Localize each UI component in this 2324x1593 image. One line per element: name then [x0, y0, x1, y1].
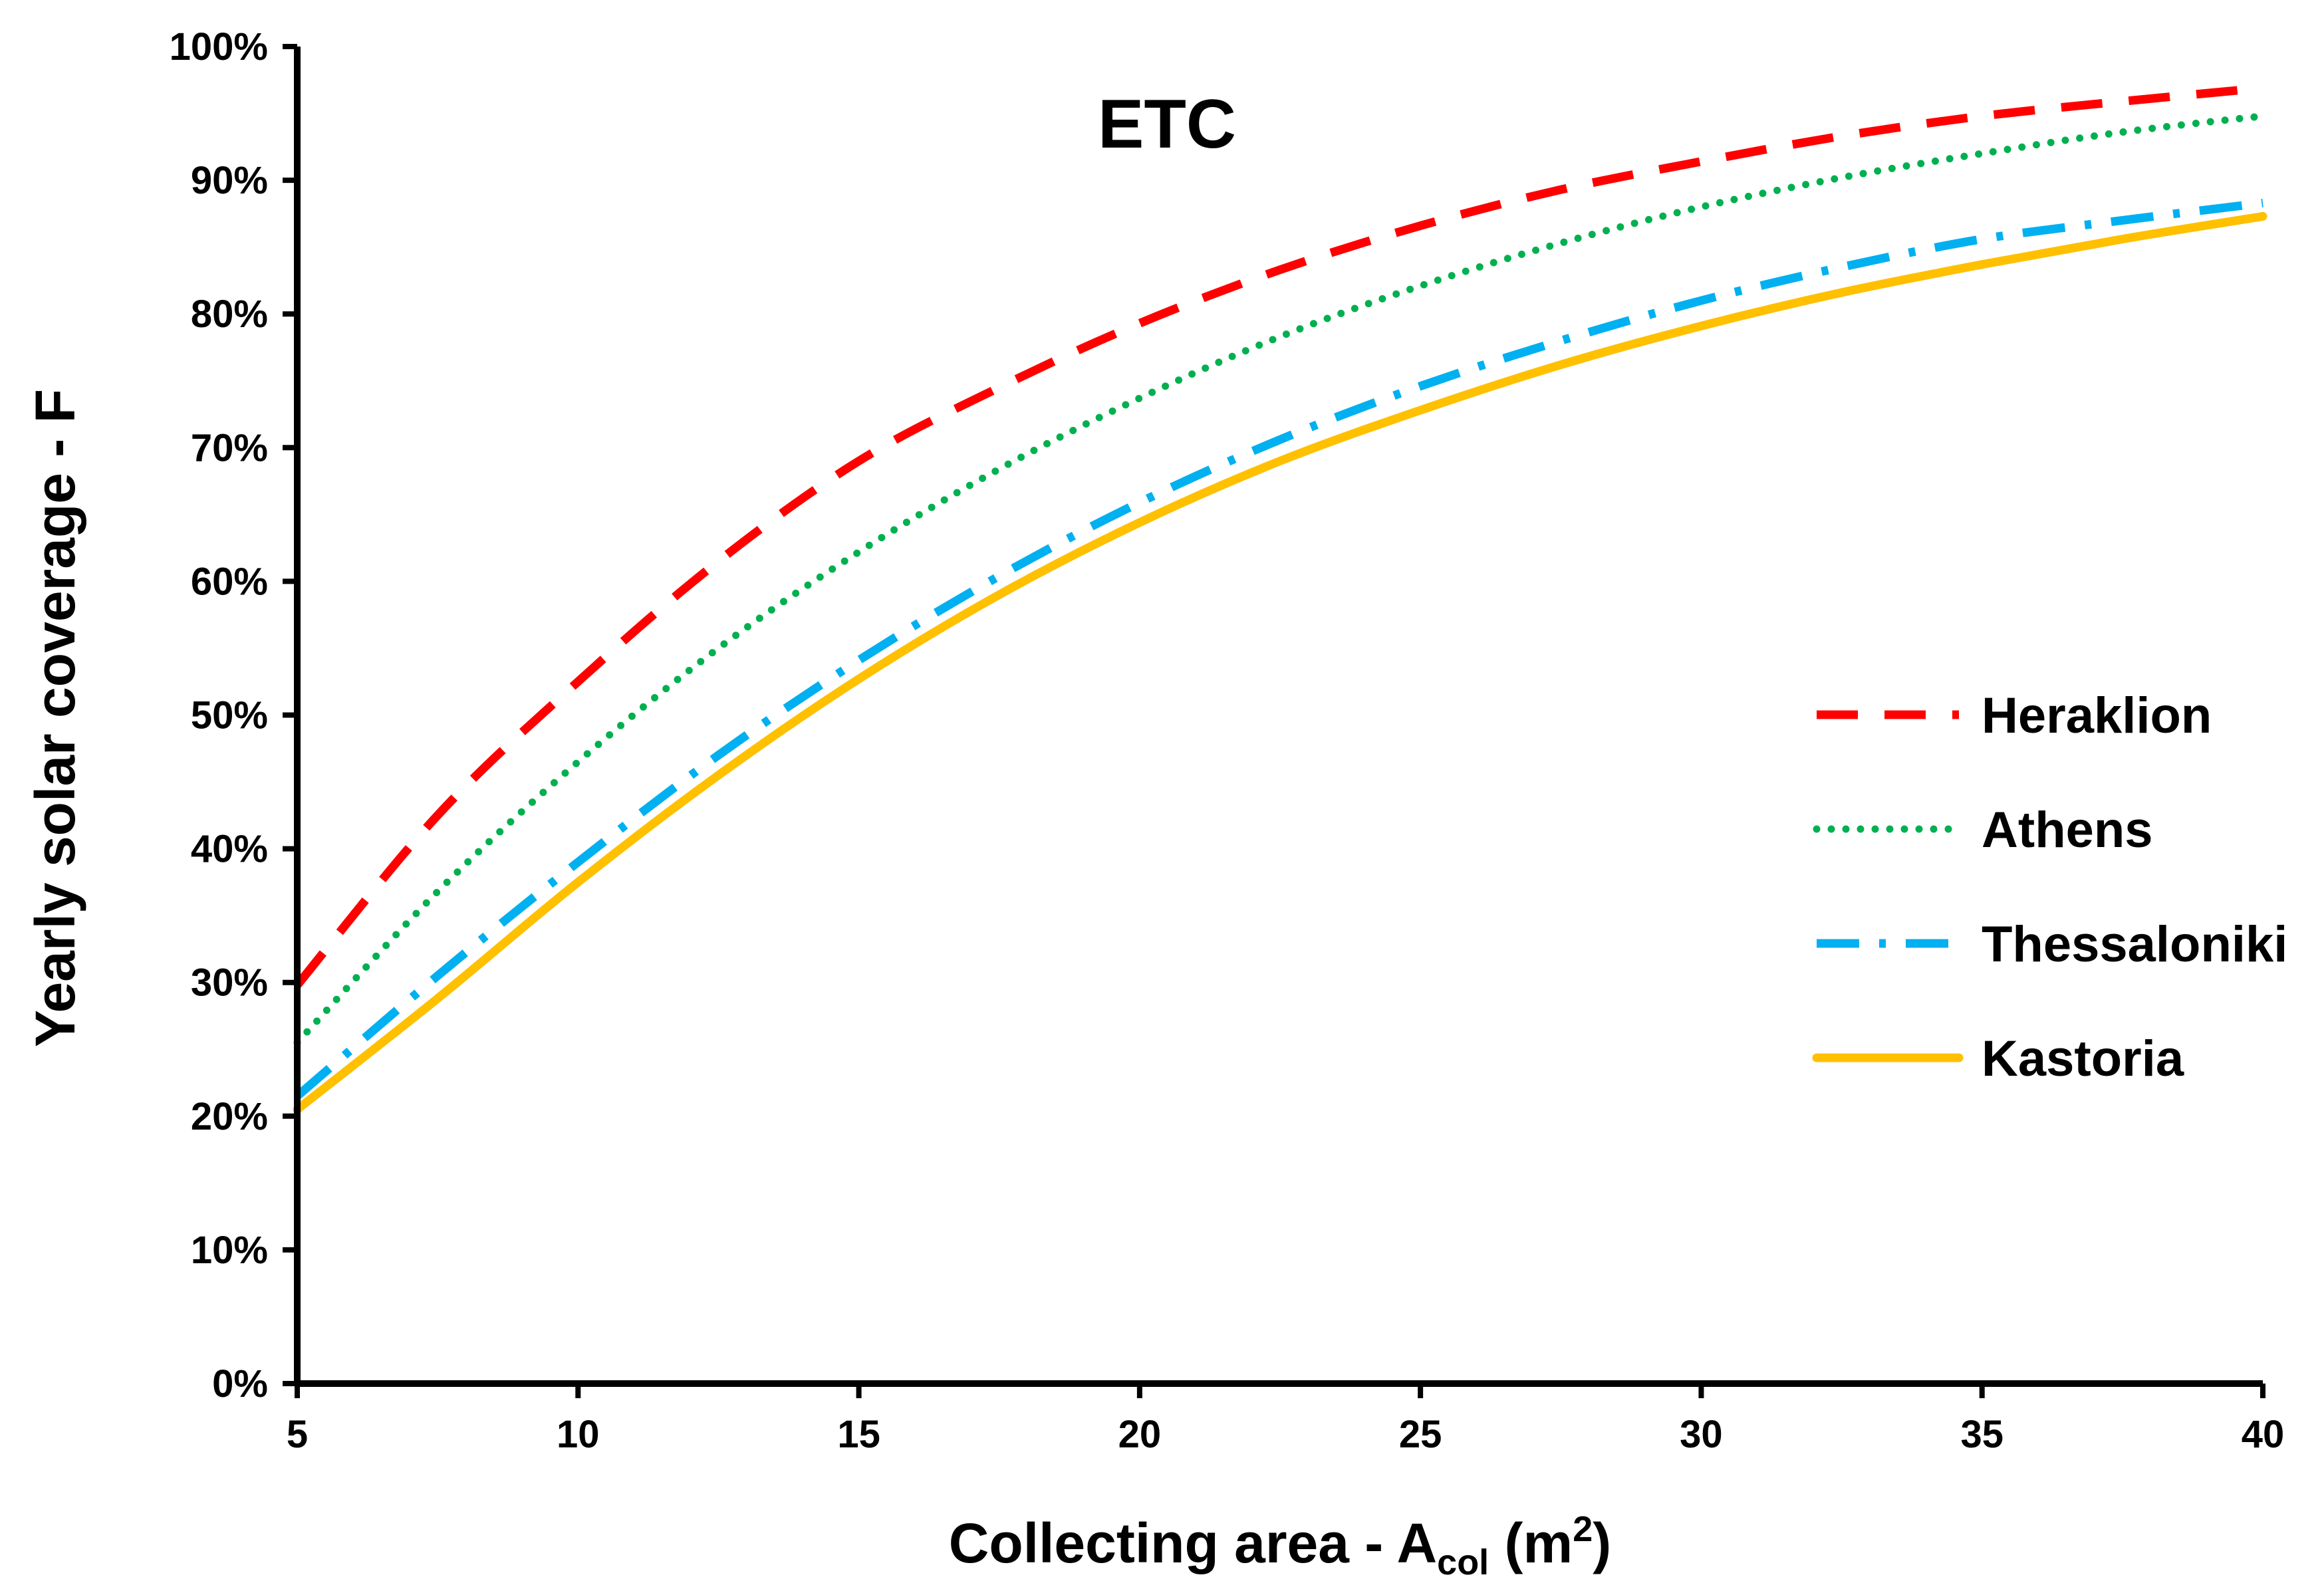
y-tick-label: 70% [191, 426, 268, 469]
x-tick-label: 10 [557, 1413, 600, 1456]
y-axis-title: Yearly solar coverage - F [24, 389, 86, 1047]
y-tick-label: 10% [191, 1229, 268, 1272]
series-line-athens [293, 112, 2267, 1046]
x-axis-title-unit: (m [1489, 1512, 1573, 1574]
series-line-thessaloniki [294, 198, 2263, 1100]
x-axis-title-subscript: col [1437, 1542, 1489, 1582]
x-tick-label: 30 [1680, 1413, 1723, 1456]
y-tick-label: 60% [191, 560, 268, 603]
series-group [293, 83, 2267, 1114]
legend-label-thessaloniki: Thessaloniki [1982, 916, 2287, 973]
y-tick-label: 100% [170, 25, 268, 68]
x-tick-label: 5 [287, 1413, 308, 1456]
y-tick-label: 20% [191, 1095, 268, 1138]
series-line-kastoria [293, 211, 2267, 1114]
legend: Heraklion Athens Thessaloniki Kastoria [1812, 687, 2287, 1087]
series-line-heraklion [293, 83, 2263, 988]
x-tick-label: 15 [837, 1413, 880, 1456]
y-tick-label: 90% [191, 159, 268, 202]
x-tick-label: 35 [1960, 1413, 2003, 1456]
x-tick-label: 20 [1118, 1413, 1162, 1456]
x-tick-label: 40 [2242, 1413, 2285, 1456]
y-tick-label: 40% [191, 828, 268, 871]
x-tick-label: 25 [1399, 1413, 1442, 1456]
x-axis-title-close: ) [1593, 1512, 1611, 1574]
y-tick-label: 0% [212, 1362, 268, 1406]
x-axis-title-superscript: 2 [1573, 1509, 1593, 1549]
y-tick-label: 80% [191, 293, 268, 336]
axes [294, 47, 2263, 1387]
chart-title: ETC [1098, 86, 1236, 163]
x-axis-title: Collecting area - Acol (m2) [949, 1509, 1611, 1582]
x-axis-title-main: Collecting area - A [949, 1512, 1437, 1574]
tick-group: 0% 10% 20% 30% 40% 50% 60% 70% 80% 90% 100% 5 10 15 20… [170, 25, 2285, 1456]
y-tick-label: 30% [191, 961, 268, 1005]
legend-label-athens: Athens [1982, 802, 2153, 858]
legend-label-kastoria: Kastoria [1982, 1031, 2184, 1087]
y-tick-label: 50% [191, 694, 268, 737]
legend-label-heraklion: Heraklion [1982, 687, 2212, 744]
